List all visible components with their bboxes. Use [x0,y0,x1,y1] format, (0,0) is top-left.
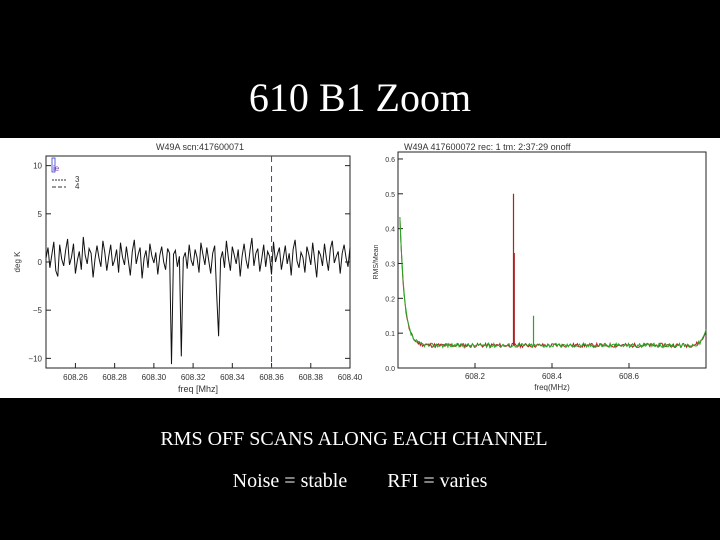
right-y-tick-label: 0.4 [385,227,395,234]
left-y-tick-label: −10 [28,354,42,363]
legend-marker [51,157,56,173]
left-chart-panel: W49A scn:417600071 10 5 0 −5 −10 608.26 608.2… [0,138,364,398]
right-x-tick-label: 608.2 [465,372,486,381]
left-x-tick-label: 608.28 [102,373,127,382]
legend-entry-4: 4 [75,182,80,191]
right-y-tick-label: 0.2 [385,296,395,303]
right-y-tick-label: 0.1 [385,331,395,338]
left-x-tick-label: 608.26 [63,373,88,382]
left-x-axis-label: freq [Mhz] [178,384,218,394]
left-legend: ie 3 4 [51,157,80,191]
right-x-axis-label: freq(MHz) [534,383,570,392]
right-y-tick-label: 0.6 [385,157,395,164]
right-chart: W49A 417600072 rec: 1 tm: 2:37:29 onoff … [373,142,707,392]
plots-band [0,138,720,398]
right-series-red [399,217,707,350]
left-x-tick-label: 608.38 [299,373,324,382]
right-y-axis-label: RMS/Mean [373,244,380,279]
left-x-tick-label: 608.30 [142,373,167,382]
right-chart-panel: W49A 417600072 rec: 1 tm: 2:37:29 onoff … [364,138,720,398]
left-x-tick-label: 608.34 [220,373,245,382]
right-series-green [399,217,707,350]
right-x-tick-label: 608.4 [542,372,563,381]
caption-noise-rfi: Noise = stable RFI = varies [0,470,720,493]
legend-fragment: ie [53,164,60,173]
left-x-tick-label: 608.32 [181,373,206,382]
left-x-tick-label: 608.36 [259,373,284,382]
left-y-tick-label: 5 [38,210,43,219]
caption-rms: RMS OFF SCANS ALONG EACH CHANNEL [160,428,548,450]
left-y-tick-label: 10 [33,162,42,171]
right-chart-title: W49A 417600072 rec: 1 tm: 2:37:29 onoff [404,142,571,152]
legend-entry-3: 3 [75,175,80,184]
left-x-tick-label: 608.40 [338,373,363,382]
caption-rfi: RFI = varies [387,470,488,492]
right-y-tick-label: 0.0 [385,366,395,373]
left-chart: W49A scn:417600071 10 5 0 −5 −10 608.26 608.2… [13,142,363,394]
right-x-tick-label: 608.6 [619,372,640,381]
left-y-tick-label: 0 [38,258,43,267]
left-chart-title: W49A scn:417600071 [156,142,244,152]
right-y-tick-label: 0.3 [385,261,395,268]
left-series-line [45,236,351,365]
left-y-axis-label: deg K [13,251,22,273]
caption-noise: Noise = stable [232,470,348,492]
slide-title: 610 B1 Zoom [248,75,472,120]
right-y-tick-label: 0.5 [385,192,395,199]
right-plot-frame [397,151,707,369]
left-y-tick-label: −5 [33,306,43,315]
